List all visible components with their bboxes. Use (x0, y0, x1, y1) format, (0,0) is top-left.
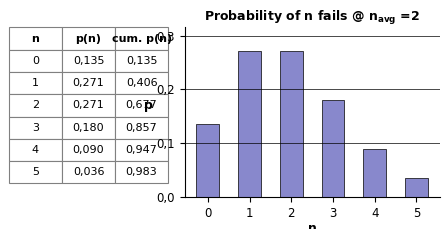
Y-axis label: p: p (143, 99, 152, 112)
Bar (238, 51, 261, 197)
Bar (363, 149, 386, 197)
Bar (321, 100, 345, 197)
Bar (405, 177, 428, 197)
Bar (280, 51, 303, 197)
Bar (196, 124, 219, 197)
Title: Probability of n fails @ $\mathbf{n_{avg}}$ =2: Probability of n fails @ $\mathbf{n_{avg… (204, 9, 420, 27)
X-axis label: n: n (308, 222, 317, 229)
